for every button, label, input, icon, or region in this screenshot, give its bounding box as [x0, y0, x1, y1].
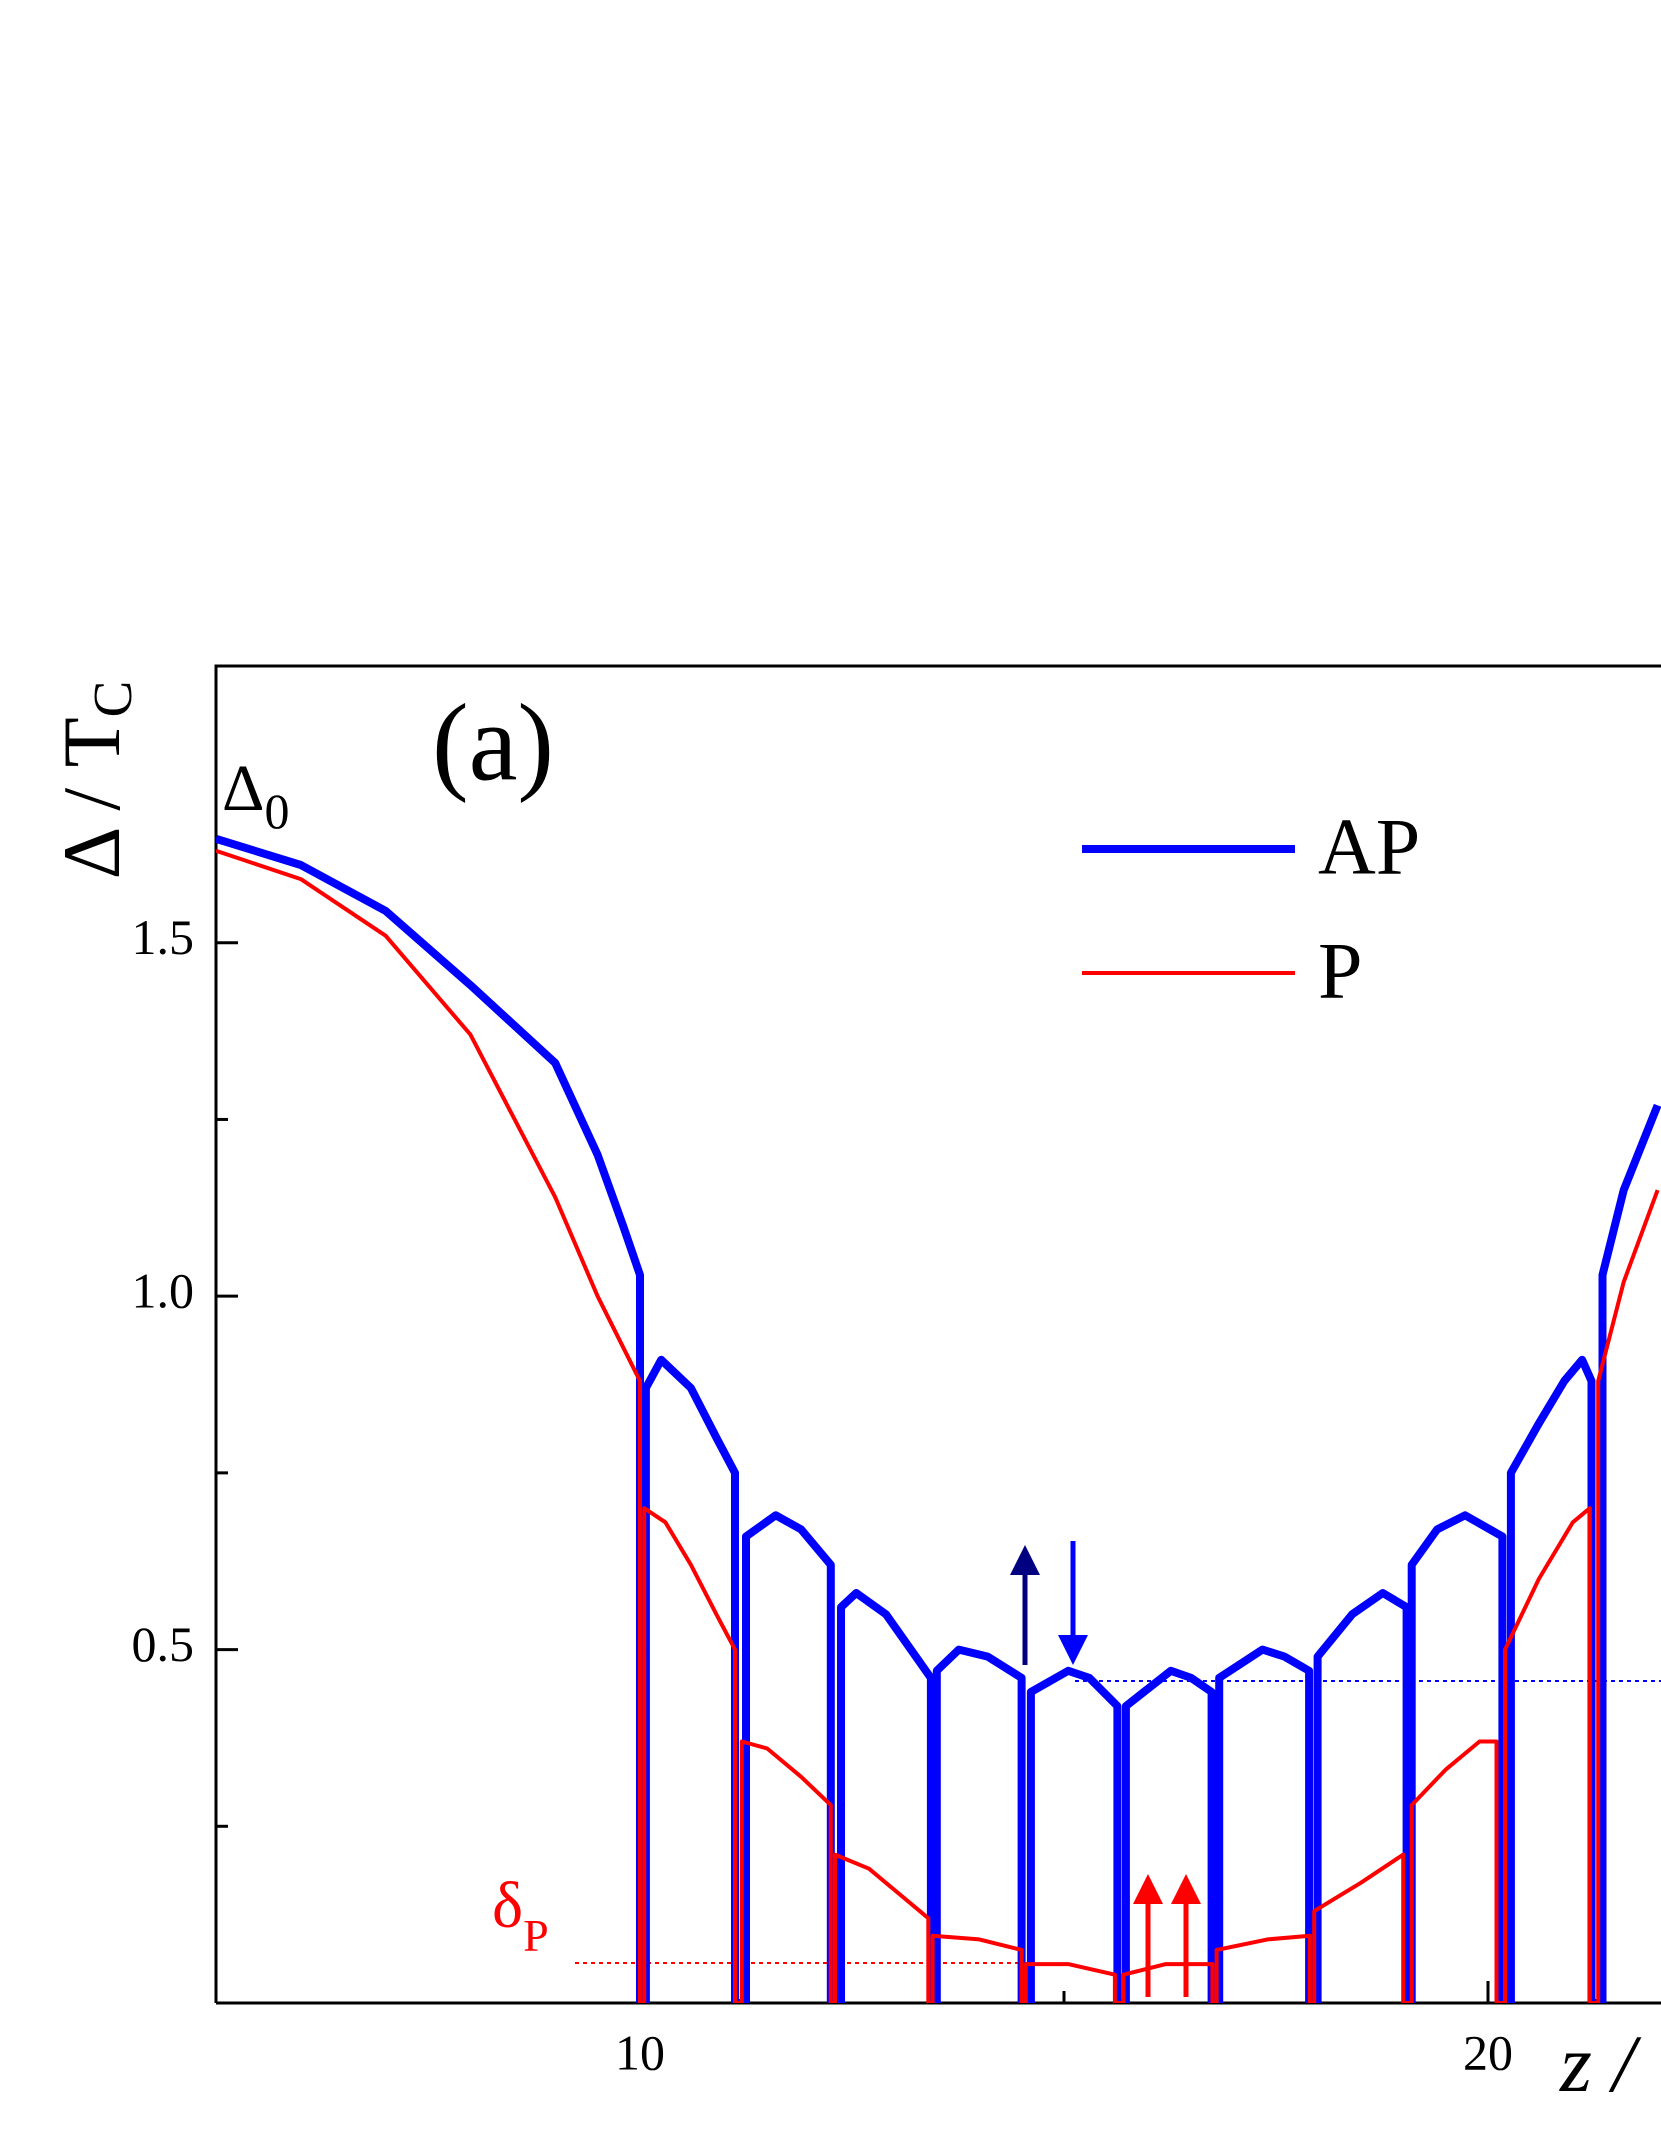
delta0-label: Δ0	[222, 752, 289, 839]
x-tick-label: 20	[1463, 2024, 1513, 2080]
delta0-sub: 0	[264, 783, 289, 839]
y-axis-label: Δ / TC	[46, 681, 143, 880]
y-tick-label: 1.0	[132, 1263, 195, 1319]
y-label-main: Δ / TC	[46, 681, 143, 880]
legend-label: P	[1318, 927, 1363, 1015]
deltaP-text: δ	[492, 1869, 523, 1942]
x-tick-label: 10	[615, 2024, 665, 2080]
panel-label: (a)	[432, 681, 554, 803]
delta0-text: Δ	[222, 752, 264, 825]
series-line	[216, 848, 1660, 2003]
series-line	[216, 834, 1661, 2003]
legend-label: AP	[1318, 803, 1420, 891]
deltaP-sub: P	[523, 1910, 549, 1961]
y-tick-label: 0.5	[132, 1616, 195, 1672]
y-label-text: Δ / T	[46, 717, 137, 879]
y-tick-label: 1.5	[132, 909, 195, 965]
plot-area	[216, 834, 1661, 2003]
y-label-sub: C	[82, 681, 143, 718]
deltaP-label: δP	[492, 1869, 549, 1960]
x-axis-label: z /	[1559, 2018, 1642, 2109]
